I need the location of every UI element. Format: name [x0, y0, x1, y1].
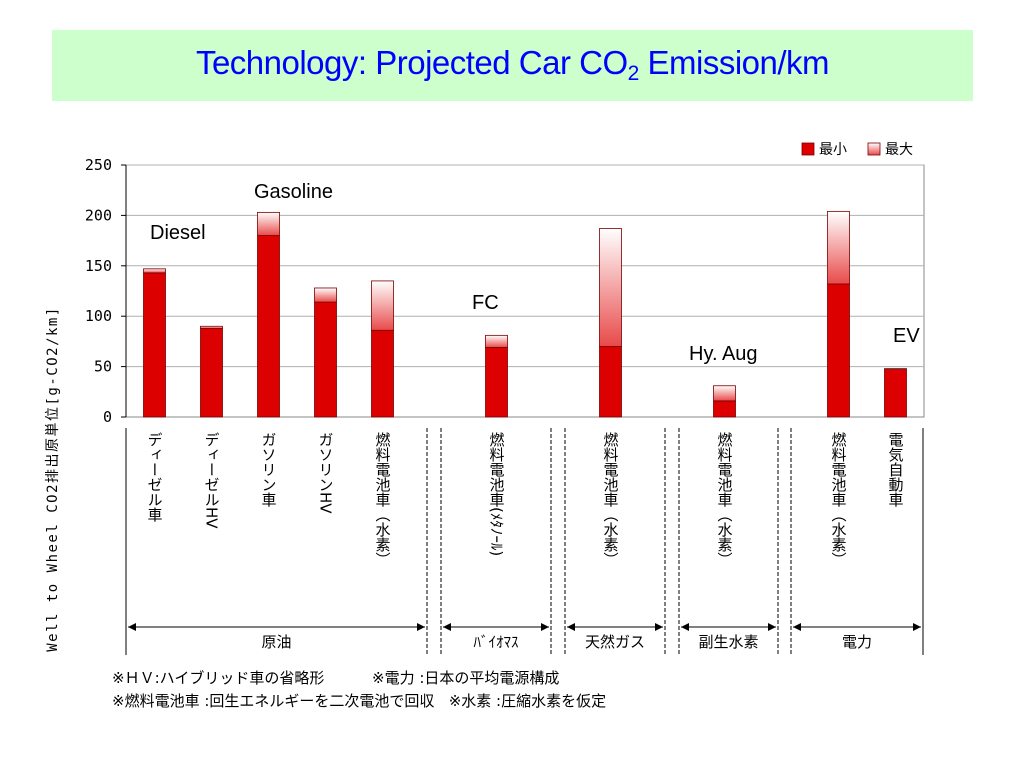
legend-swatch-max — [867, 142, 881, 156]
group-label: ﾊﾞｲｵﾏｽ — [473, 633, 518, 651]
group-arrow-head-right — [913, 623, 921, 631]
note-hydrogen: ※水素 :圧縮水素を仮定 — [448, 692, 607, 710]
bar-min — [599, 346, 622, 418]
bar-max — [200, 325, 223, 329]
title-banner: Technology: Projected Car CO2 Emission/k… — [52, 30, 973, 101]
annotation-label: EV — [893, 325, 920, 347]
y-tick-label: 250 — [85, 156, 112, 174]
bar-min — [713, 400, 736, 418]
bar-max — [827, 210, 850, 285]
y-axis-label: Well to Wheel CO2排出原単位[g-CO2/km] — [45, 306, 61, 652]
slide-title: Technology: Projected Car CO2 Emission/k… — [195, 44, 830, 85]
group-arrow-head-left — [681, 623, 689, 631]
y-tick-label: 50 — [94, 358, 112, 376]
bar-max — [371, 280, 394, 331]
bar-max — [599, 228, 622, 347]
bar-min — [314, 301, 337, 418]
group-label: 電力 — [842, 633, 872, 651]
group-arrow-head-right — [768, 623, 776, 631]
plot-area — [125, 164, 925, 418]
bar-min — [257, 235, 280, 418]
legend-swatch-min — [801, 142, 815, 156]
annotation-label: Hy. Aug — [689, 343, 758, 365]
category-label: 燃料電池車（水素） — [716, 431, 734, 567]
annotation-label: FC — [472, 292, 499, 314]
group-arrow-head-right — [655, 623, 663, 631]
legend: 最小 最大 — [801, 142, 913, 158]
category-label: ディーゼル車 — [146, 432, 164, 522]
group-arrow-head-left — [567, 623, 575, 631]
category-label: ディーゼルHV — [203, 432, 221, 529]
bar-min — [884, 369, 907, 418]
footnotes: ※ＨＶ:ハイブリッド車の省略形 ※電力 :日本の平均電源構成 ※燃料電池車 :回… — [112, 667, 606, 713]
group-arrow-head-left — [443, 623, 451, 631]
y-tick-label: 0 — [103, 408, 112, 426]
note-hv: ※ＨＶ:ハイブリッド車の省略形 — [112, 669, 325, 687]
annotation-label: Gasoline — [254, 181, 333, 203]
note-fc: ※燃料電池車 :回生エネルギーを二次電池で回収 — [112, 692, 435, 710]
category-label: ガソリン車 — [260, 432, 278, 507]
group-arrow-head-left — [793, 623, 801, 631]
bar-min — [485, 347, 508, 418]
group-label: 天然ガス — [585, 633, 645, 651]
bar-max — [143, 268, 166, 274]
bar-max — [713, 385, 736, 402]
bar-min — [143, 272, 166, 418]
category-label: ガソリンHV — [317, 432, 335, 514]
bar-max — [485, 334, 508, 348]
category-label: 燃料電池車(ﾒﾀﾉｰﾙ) — [488, 431, 506, 556]
legend-label-min: 最小 — [819, 142, 847, 158]
note-power: ※電力 :日本の平均電源構成 — [372, 669, 560, 687]
group-label: 副生水素 — [698, 633, 758, 651]
category-label: 燃料電池車（水素） — [830, 431, 848, 567]
category-label: 燃料電池車（水素） — [374, 431, 392, 567]
y-tick-label: 100 — [85, 307, 112, 325]
annotation-label: Diesel — [150, 222, 206, 244]
bar-min — [371, 329, 394, 418]
group-arrow-head-left — [128, 623, 136, 631]
y-tick-label: 150 — [85, 257, 112, 275]
category-label: 燃料電池車（水素） — [602, 431, 620, 567]
bar-max — [884, 368, 907, 371]
legend-label-max: 最大 — [885, 142, 913, 158]
bar-min — [200, 327, 223, 418]
group-label: 原油 — [261, 633, 291, 651]
y-tick-label: 200 — [85, 206, 112, 224]
group-arrow-head-right — [417, 623, 425, 631]
group-arrow-head-right — [541, 623, 549, 631]
bar-max — [257, 211, 280, 236]
bar-min — [827, 283, 850, 418]
category-label: 電気自動車 — [887, 432, 905, 507]
bar-max — [314, 287, 337, 303]
